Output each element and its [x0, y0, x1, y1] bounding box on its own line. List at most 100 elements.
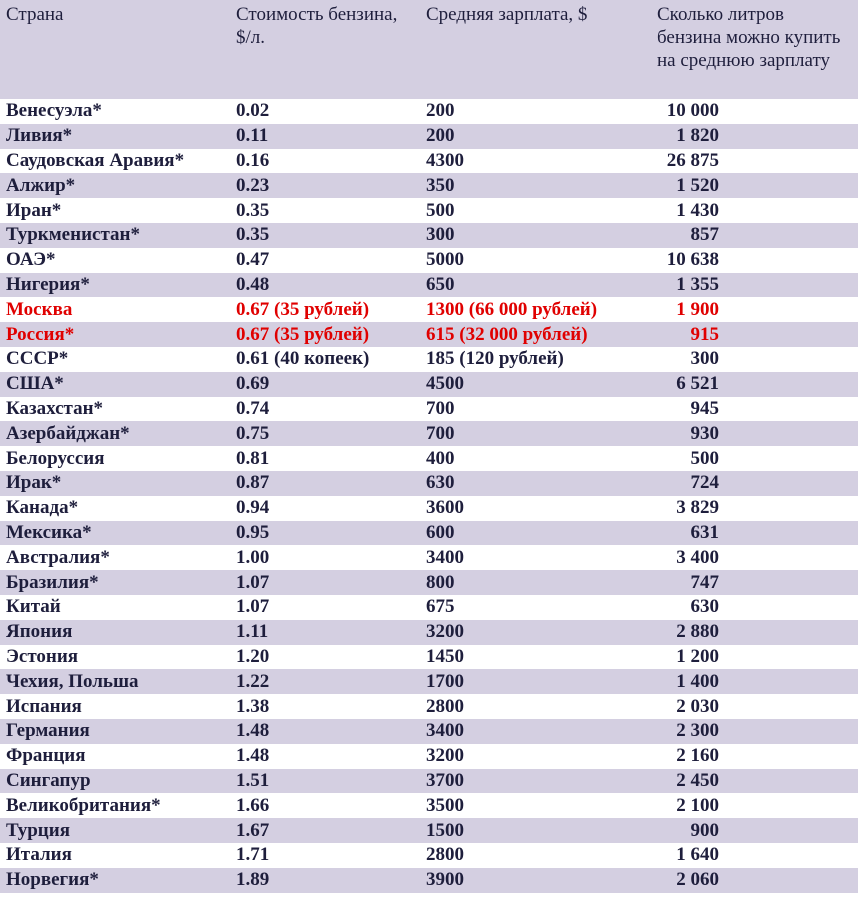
liters-value: 2 100 [676, 794, 719, 816]
price-cell: 0.35 [230, 222, 420, 248]
salary-cell: 4500 [420, 371, 653, 397]
country-cell: Ирак* [0, 470, 230, 496]
price-cell: 0.35 [230, 198, 420, 223]
table-row: Эстония 1.20 1450 1 200 [0, 644, 858, 670]
liters-cell: 10 638 [653, 247, 858, 273]
liters-cell: 6 521 [653, 371, 858, 397]
table-row: Ливия* 0.11 200 1 820 [0, 123, 858, 149]
header-salary: Средняя зарплата, $ [420, 0, 653, 99]
liters-value: 2 300 [676, 720, 719, 742]
liters-cell: 2 100 [653, 793, 858, 819]
country-cell: Бразилия* [0, 570, 230, 595]
country-cell: Канада* [0, 495, 230, 521]
liters-cell: 945 [653, 396, 858, 422]
country-cell: Сингапур [0, 768, 230, 794]
table-row: Азербайджан* 0.75 700 930 [0, 421, 858, 447]
table-row: Бразилия* 1.07 800 747 [0, 570, 858, 595]
salary-cell: 3400 [420, 718, 653, 744]
liters-cell: 1 430 [653, 198, 858, 223]
salary-cell: 3200 [420, 619, 653, 645]
price-cell: 1.07 [230, 570, 420, 595]
price-cell: 0.67 (35 рублей) [230, 322, 420, 347]
liters-cell: 2 300 [653, 718, 858, 744]
table-row: Иран* 0.35 500 1 430 [0, 198, 858, 223]
salary-cell: 3400 [420, 545, 653, 571]
salary-cell: 3700 [420, 768, 653, 794]
table-row: Чехия, Польша 1.22 1700 1 400 [0, 669, 858, 695]
header-liters: Сколько литров бензина можно купить на с… [653, 0, 858, 99]
table-row: Туркменистан* 0.35 300 857 [0, 222, 858, 248]
price-cell: 0.74 [230, 396, 420, 422]
salary-cell: 1700 [420, 669, 653, 695]
table-row: ОАЭ* 0.47 5000 10 638 [0, 247, 858, 273]
table-row: Канада* 0.94 3600 3 829 [0, 495, 858, 521]
salary-cell: 615 (32 000 рублей) [420, 322, 653, 347]
price-cell: 1.67 [230, 818, 420, 843]
salary-cell: 675 [420, 594, 653, 620]
country-cell: Великобритания* [0, 793, 230, 819]
country-cell: Чехия, Польша [0, 669, 230, 695]
header-country: Страна [0, 0, 230, 99]
price-cell: 0.02 [230, 99, 420, 124]
liters-cell: 1 400 [653, 669, 858, 695]
price-cell: 1.71 [230, 842, 420, 868]
salary-cell: 400 [420, 446, 653, 471]
country-cell: Венесуэла* [0, 99, 230, 124]
country-cell: Казахстан* [0, 396, 230, 422]
table-row: Турция 1.67 1500 900 [0, 818, 858, 843]
country-cell: СССР* [0, 346, 230, 372]
table-row: Норвегия* 1.89 3900 2 060 [0, 867, 858, 893]
liters-value: 10 000 [666, 100, 719, 122]
salary-cell: 185 (120 рублей) [420, 346, 653, 372]
country-cell: Ливия* [0, 123, 230, 149]
liters-value: 1 200 [676, 645, 719, 667]
table-header: Страна Стоимость бензина, $/л. Средняя з… [0, 0, 858, 99]
table-row: Испания 1.38 2800 2 030 [0, 694, 858, 719]
price-cell: 1.51 [230, 768, 420, 794]
liters-value: 724 [690, 472, 720, 494]
country-cell: Италия [0, 842, 230, 868]
liters-value: 857 [690, 224, 720, 246]
country-cell: Туркменистан* [0, 222, 230, 248]
country-cell: Москва [0, 297, 230, 323]
table-row: Ирак* 0.87 630 724 [0, 470, 858, 496]
table-row: Китай 1.07 675 630 [0, 594, 858, 620]
salary-cell: 1300 (66 000 рублей) [420, 297, 653, 323]
liters-value: 3 400 [676, 546, 719, 568]
liters-value: 10 638 [666, 249, 719, 271]
liters-cell: 857 [653, 222, 858, 248]
liters-value: 500 [690, 447, 720, 469]
liters-cell: 1 520 [653, 173, 858, 199]
price-cell: 1.07 [230, 594, 420, 620]
liters-cell: 724 [653, 470, 858, 496]
country-cell: США* [0, 371, 230, 397]
country-cell: Германия [0, 718, 230, 744]
salary-cell: 3500 [420, 793, 653, 819]
table-row: Франция 1.48 3200 2 160 [0, 743, 858, 769]
price-cell: 0.95 [230, 520, 420, 546]
price-cell: 1.22 [230, 669, 420, 695]
liters-cell: 3 829 [653, 495, 858, 521]
liters-value: 2 030 [676, 695, 719, 717]
liters-cell: 3 400 [653, 545, 858, 571]
salary-cell: 500 [420, 198, 653, 223]
country-cell: Франция [0, 743, 230, 769]
table-row: Москва 0.67 (35 рублей) 1300 (66 000 рубле… [0, 297, 858, 323]
liters-value: 915 [690, 323, 720, 345]
table-row: Казахстан* 0.74 700 945 [0, 396, 858, 422]
country-cell: Азербайджан* [0, 421, 230, 447]
liters-value: 631 [690, 521, 720, 543]
country-cell: Россия* [0, 322, 230, 347]
price-cell: 1.11 [230, 619, 420, 645]
table-row: Нигерия* 0.48 650 1 355 [0, 272, 858, 298]
country-cell: Китай [0, 594, 230, 620]
liters-value: 900 [690, 819, 720, 841]
liters-value: 630 [690, 596, 720, 618]
liters-value: 2 060 [676, 869, 719, 891]
salary-cell: 2800 [420, 694, 653, 719]
liters-value: 6 521 [676, 373, 719, 395]
table-row: Сингапур 1.51 3700 2 450 [0, 768, 858, 794]
liters-cell: 1 200 [653, 644, 858, 670]
price-cell: 0.87 [230, 470, 420, 496]
table-row: Мексика* 0.95 600 631 [0, 520, 858, 546]
